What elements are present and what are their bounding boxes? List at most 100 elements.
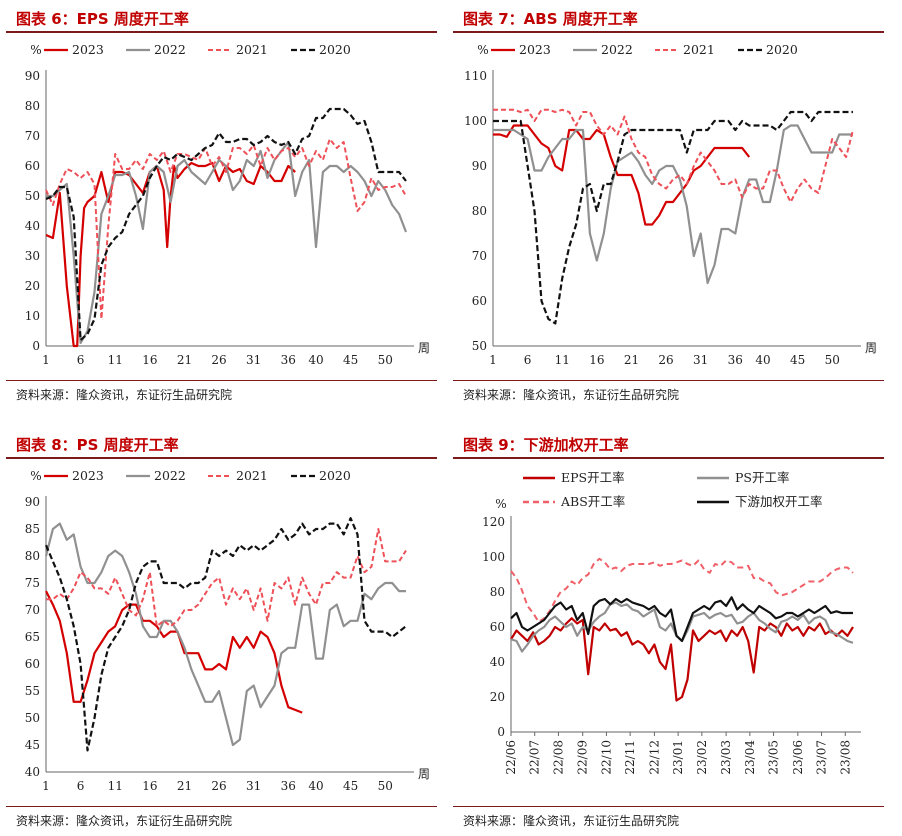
legend-label: 2021 — [683, 42, 715, 57]
legend-label: 2022 — [154, 468, 186, 483]
x-tick-label: 40 — [308, 779, 323, 793]
chart-title: 图表 9：下游加权开工率 — [463, 436, 629, 454]
x-tick-label: 26 — [658, 353, 673, 367]
series-line-3 — [510, 596, 853, 643]
series-line-1 — [46, 140, 408, 345]
x-tick-label: 6 — [77, 353, 85, 367]
x-tick-label: 11 — [108, 353, 123, 367]
source-rule — [6, 806, 437, 807]
series-line-3 — [493, 110, 853, 325]
x-tick-label: 22/06 — [504, 740, 518, 775]
legend-label: 2020 — [319, 42, 351, 57]
y-tick-label: 75 — [25, 576, 40, 590]
source-rule — [453, 380, 884, 381]
x-tick-label: 26 — [211, 353, 226, 367]
series-line-2 — [493, 108, 854, 203]
y-tick-label: 20 — [490, 690, 505, 704]
x-tick-label: 23/02 — [695, 740, 709, 775]
legend-label: 下游加权开工率 — [735, 494, 823, 509]
x-tick-label: 16 — [589, 353, 604, 367]
x-tick-label: 45 — [343, 779, 358, 793]
y-tick-label: 90 — [472, 159, 487, 173]
y-tick-label: 0 — [497, 725, 505, 739]
x-tick-label: 36 — [281, 353, 296, 367]
y-tick-label: 80 — [25, 549, 40, 563]
downstream-chart: 0 20 40 60 80 100 120% 22/06 22/07 22/08 22/09 22/1… — [482, 470, 861, 775]
x-tick-label: 23/04 — [743, 740, 757, 775]
y-tick-label: 60 — [25, 657, 40, 671]
y-tick-label: 50 — [25, 189, 40, 203]
legend-label: ABS开工率 — [560, 494, 625, 509]
panel-abs: 图表 7：ABS 周度开工率 50 60 70 80 90 100 110% 1 6 11 16 21… — [453, 2, 884, 407]
chart-title: 图表 7：ABS 周度开工率 — [463, 10, 638, 28]
x-tick-label: 22/10 — [599, 740, 613, 775]
x-tick-label: 23/07 — [815, 740, 829, 775]
x-tick-label: 1 — [42, 353, 50, 367]
x-tick-label: 16 — [142, 779, 157, 793]
x-tick-label: 36 — [281, 779, 296, 793]
y-tick-label: 45 — [25, 738, 40, 752]
legend-label: 2022 — [154, 42, 186, 57]
series-line-1 — [493, 124, 853, 285]
y-tick-label: 120 — [482, 515, 505, 529]
title-rule — [453, 457, 884, 459]
x-tick-label: 31 — [246, 779, 261, 793]
x-tick-label: 1 — [42, 779, 50, 793]
x-tick-label: 21 — [177, 779, 192, 793]
source-note: 资料来源：隆众资讯，东证衍生品研究院 — [16, 388, 233, 402]
y-tick-label: 30 — [25, 249, 40, 263]
chart-title: 图表 6：EPS 周度开工率 — [16, 10, 189, 28]
y-tick-label: 60 — [25, 159, 40, 173]
legend-label: 2021 — [236, 42, 268, 57]
title-rule — [453, 31, 884, 33]
y-tick-label: 70 — [25, 603, 40, 617]
series-line-1 — [44, 522, 406, 747]
x-tick-label: 22/09 — [576, 740, 590, 775]
y-unit-label: % — [30, 469, 41, 483]
legend-label: PS开工率 — [735, 470, 789, 485]
panel-downstream: 图表 9：下游加权开工率 0 20 40 60 80 100 120% 22/06 22/07 2… — [453, 428, 884, 833]
legend-label: EPS开工率 — [561, 470, 625, 485]
x-tick-label: 22/11 — [623, 740, 637, 775]
y-tick-label: 40 — [25, 765, 40, 779]
series-line-0 — [45, 161, 296, 348]
y-tick-label: 0 — [32, 339, 40, 353]
title-rule — [6, 457, 437, 459]
series-line-3 — [44, 517, 407, 752]
x-tick-label: 23/01 — [671, 740, 685, 775]
chart-title: 图表 8：PS 周度开工率 — [16, 436, 179, 454]
x-tick-label: 40 — [755, 353, 770, 367]
series-line-0 — [510, 617, 854, 702]
x-tick-label: 16 — [142, 353, 157, 367]
x-tick-label: 45 — [343, 353, 358, 367]
y-tick-label: 50 — [472, 339, 487, 353]
x-tick-label: 11 — [108, 779, 123, 793]
y-tick-label: 50 — [25, 711, 40, 725]
x-tick-label: 31 — [246, 353, 261, 367]
y-tick-label: 90 — [25, 495, 40, 509]
source-note: 资料来源：隆众资讯，东证衍生品研究院 — [16, 814, 233, 828]
x-tick-label: 22/08 — [551, 740, 565, 775]
source-rule — [453, 806, 884, 807]
legend-label: 2023 — [519, 42, 551, 57]
y-unit-label: % — [30, 43, 41, 57]
panel-ps: 图表 8：PS 周度开工率 40 45 50 55 60 65 70 75 80 85 90% 1 6 1… — [6, 428, 437, 833]
y-tick-label: 65 — [25, 630, 40, 644]
y-tick-label: 70 — [25, 129, 40, 143]
y-tick-label: 80 — [490, 585, 505, 599]
y-tick-label: 100 — [464, 114, 487, 128]
series-line-2 — [45, 138, 407, 320]
legend-label: 2020 — [319, 468, 351, 483]
x-tick-label: 22/12 — [647, 740, 661, 775]
y-tick-label: 100 — [482, 550, 505, 564]
series-line-2 — [510, 557, 854, 623]
y-tick-label: 20 — [25, 279, 40, 293]
legend-label: 2021 — [236, 468, 268, 483]
x-tick-label: 23/03 — [719, 740, 733, 775]
source-note: 资料来源：隆众资讯，东证衍生品研究院 — [463, 814, 680, 828]
y-tick-label: 70 — [472, 249, 487, 263]
x-tick-label: 23/05 — [767, 740, 781, 775]
